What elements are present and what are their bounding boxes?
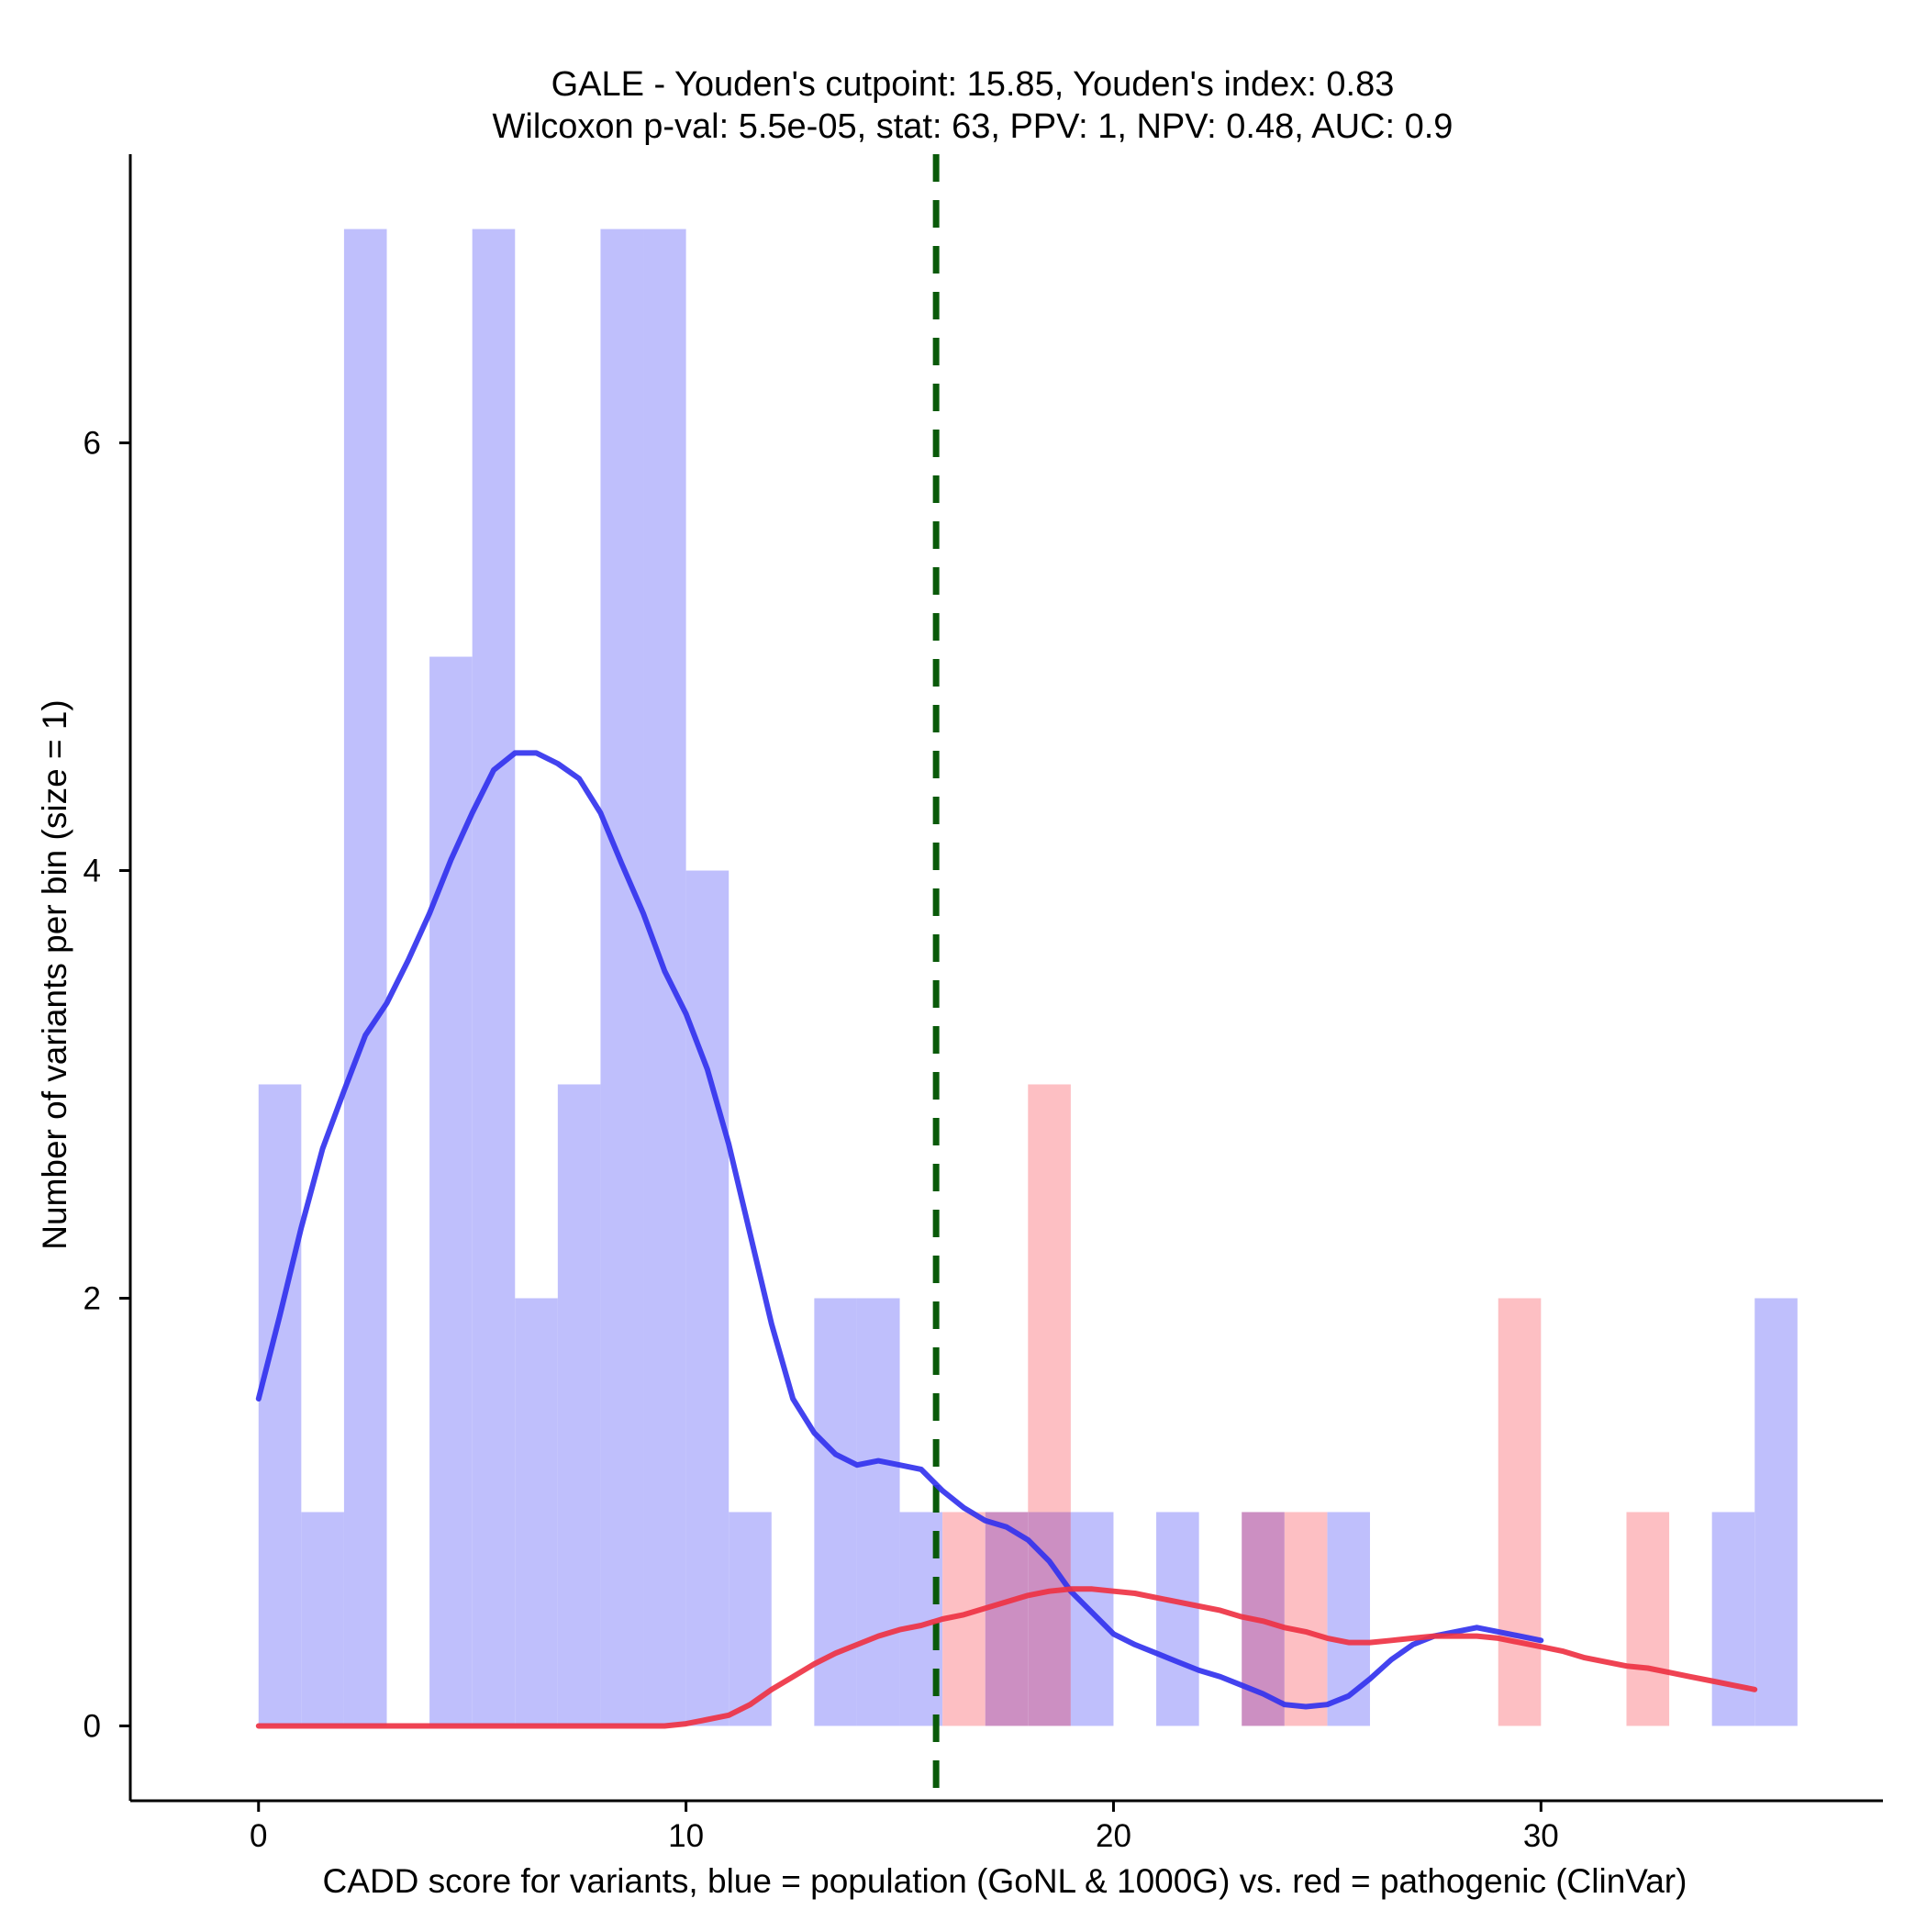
population-bar xyxy=(1070,1512,1114,1726)
population-bar xyxy=(472,229,516,1726)
population-bar xyxy=(301,1512,344,1726)
y-tick-label: 0 xyxy=(84,1708,101,1744)
population-bar xyxy=(429,656,473,1726)
x-axis-label: CADD score for variants, blue = populati… xyxy=(323,1862,1688,1900)
population-bar xyxy=(600,229,644,1726)
x-tick-label: 10 xyxy=(668,1818,704,1854)
population-bar xyxy=(685,870,730,1726)
population-bar xyxy=(1156,1512,1199,1726)
y-axis-ticks: 0 2 4 6 xyxy=(84,426,130,1744)
x-tick-label: 20 xyxy=(1096,1818,1131,1854)
y-axis-label: Number of variants per bin (size = 1) xyxy=(36,699,73,1249)
population-bar xyxy=(729,1512,772,1726)
overlap-bar xyxy=(985,1512,1029,1726)
pathogenic-bars xyxy=(942,1084,1670,1726)
population-bar xyxy=(258,1084,302,1726)
x-tick-label: 0 xyxy=(250,1818,267,1854)
y-tick-label: 2 xyxy=(84,1280,101,1316)
pathogenic-bar xyxy=(1028,1084,1071,1513)
population-bar xyxy=(856,1298,900,1726)
x-axis-ticks: 0 10 20 30 xyxy=(250,1801,1559,1854)
pathogenic-bar xyxy=(1284,1512,1328,1726)
overlap-bars xyxy=(985,1512,1285,1726)
population-bar xyxy=(343,229,387,1726)
population-bar xyxy=(643,229,686,1726)
population-bar xyxy=(1327,1512,1370,1726)
chart-title-line2: Wilcoxon p-val: 5.5e-05, stat: 63, PPV: … xyxy=(493,107,1454,146)
pathogenic-bar xyxy=(1498,1298,1542,1726)
y-tick-label: 6 xyxy=(84,426,101,462)
population-bar xyxy=(1754,1298,1798,1726)
pathogenic-bar xyxy=(1626,1512,1670,1726)
x-tick-label: 30 xyxy=(1523,1818,1559,1854)
population-bar xyxy=(557,1084,601,1726)
population-bar xyxy=(515,1298,558,1726)
population-bar xyxy=(1711,1512,1755,1726)
y-tick-label: 4 xyxy=(84,854,101,889)
pathogenic-density-curve xyxy=(255,1586,1758,1729)
chart-title-line1: GALE - Youden's cutpoint: 15.85, Youden'… xyxy=(551,65,1395,104)
population-density-curve xyxy=(255,750,1544,1710)
